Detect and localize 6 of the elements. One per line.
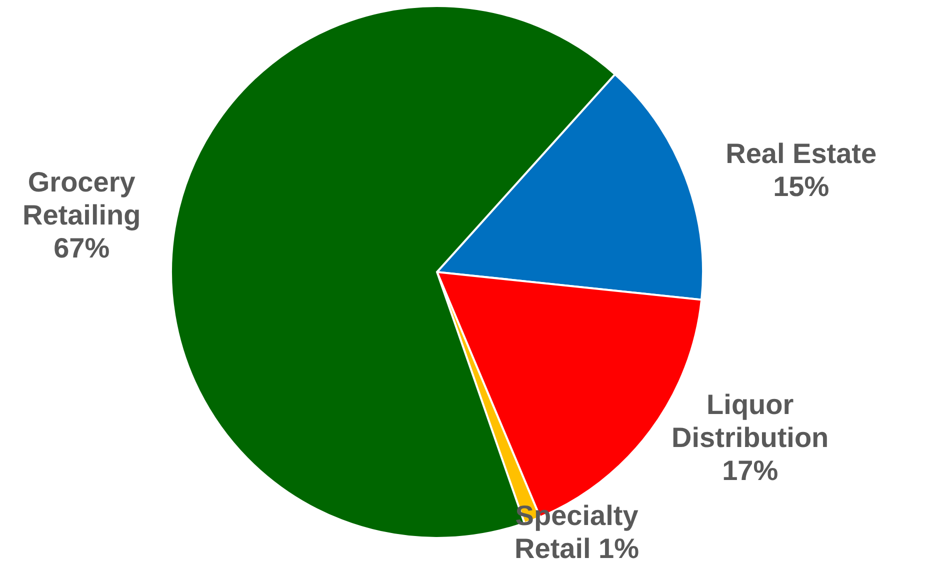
data-label: 17% (722, 454, 778, 486)
data-label: 15% (773, 171, 830, 202)
slice-label: Liquor Distribution (672, 388, 829, 453)
data-label: 67% (54, 232, 110, 264)
slice-label: Grocery Retailing (22, 166, 141, 231)
slice-label: Real Estate (726, 138, 877, 170)
